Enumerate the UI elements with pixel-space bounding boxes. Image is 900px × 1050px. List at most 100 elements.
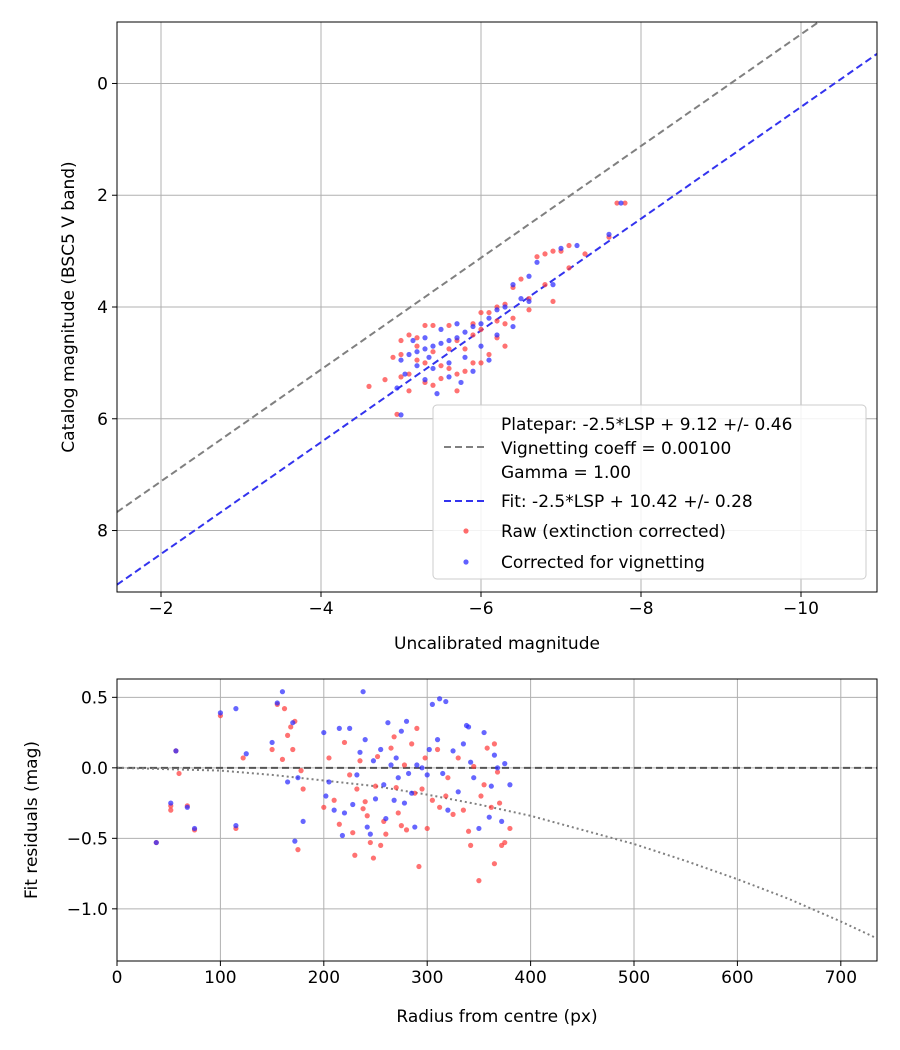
- top-raw-point: [510, 315, 516, 321]
- top-corrected-point: [534, 259, 540, 265]
- bottom-raw-point: [488, 804, 494, 810]
- top-corrected-point: [438, 326, 444, 332]
- top-raw-point: [406, 388, 412, 394]
- bottom-scatter-points: [153, 689, 513, 884]
- bottom-raw-point: [416, 863, 422, 870]
- bottom-y-ticks: 0.5 0.0 −0.5 −1.0: [67, 688, 117, 920]
- top-corrected-point: [446, 374, 452, 380]
- bottom-y-tick-label: −1.0: [67, 900, 108, 920]
- top-corrected-point: [462, 329, 468, 335]
- bottom-corrected-point: [233, 706, 239, 712]
- top-y-tick-label: 0: [97, 74, 108, 94]
- top-corrected-point: [526, 298, 532, 305]
- top-corrected-point: [422, 335, 428, 341]
- bottom-corrected-point: [393, 755, 399, 761]
- bottom-raw-point: [455, 755, 461, 761]
- bottom-corrected-point: [217, 710, 224, 716]
- bottom-corrected-point: [445, 807, 451, 813]
- bottom-corrected-point: [184, 804, 190, 810]
- legend-corrected-marker: [463, 559, 469, 565]
- top-raw-point: [470, 332, 476, 338]
- bottom-raw-point: [295, 847, 301, 853]
- bottom-corrected-point: [372, 796, 379, 802]
- bottom-corrected-point: [285, 779, 291, 785]
- top-raw-point: [446, 322, 452, 329]
- top-corrected-point: [574, 242, 580, 249]
- top-raw-point: [454, 388, 460, 394]
- top-raw-point: [478, 326, 484, 332]
- top-raw-point: [542, 251, 548, 257]
- bottom-corrected-point: [367, 831, 373, 837]
- top-raw-point: [366, 383, 372, 389]
- bottom-raw-point: [372, 783, 379, 789]
- top-raw-point: [414, 343, 420, 349]
- top-corrected-point: [486, 315, 492, 321]
- bottom-corrected-point: [354, 772, 360, 778]
- bottom-corrected-point: [350, 801, 356, 808]
- bottom-raw-point: [370, 855, 377, 861]
- bottom-corrected-point: [243, 751, 249, 757]
- top-corrected-point: [422, 377, 428, 383]
- bottom-x-tick-label: 700: [825, 968, 857, 988]
- bottom-raw-point: [491, 861, 498, 867]
- top-corrected-point: [494, 332, 500, 338]
- bottom-corrected-point: [370, 758, 377, 764]
- bottom-raw-point: [484, 745, 490, 751]
- bottom-raw-point: [395, 810, 401, 816]
- top-x-tick-label: −4: [308, 599, 333, 619]
- top-corrected-point: [518, 296, 524, 302]
- top-corrected-point: [430, 343, 436, 349]
- top-raw-point: [566, 265, 572, 271]
- bottom-raw-point: [414, 725, 420, 731]
- bottom-raw-point: [240, 755, 246, 761]
- bottom-corrected-point: [321, 729, 327, 736]
- top-raw-point: [542, 282, 548, 288]
- platepar-line: [117, 22, 821, 513]
- bottom-raw-point: [176, 770, 182, 777]
- top-raw-point: [486, 309, 492, 316]
- top-raw-point: [438, 375, 444, 382]
- bottom-x-tick-label: 0: [112, 968, 123, 988]
- top-raw-point: [582, 251, 588, 257]
- top-raw-point: [566, 242, 572, 249]
- bottom-corrected-point: [391, 797, 397, 803]
- bottom-raw-point: [281, 706, 288, 712]
- bottom-corrected-point: [173, 748, 179, 754]
- top-raw-point: [462, 346, 468, 352]
- top-raw-point: [422, 322, 428, 329]
- top-raw-point: [470, 360, 476, 366]
- top-raw-point: [478, 309, 484, 316]
- bottom-raw-point: [357, 758, 363, 764]
- bottom-raw-point: [468, 842, 474, 848]
- top-scatter-points: [366, 200, 628, 418]
- top-corrected-point: [398, 412, 404, 418]
- bottom-x-tick-label: 200: [308, 968, 340, 988]
- bottom-corrected-point: [465, 724, 472, 730]
- bottom-y-tick-label: 0.0: [81, 759, 108, 779]
- top-y-ticks: 0 2 4 6 8: [97, 74, 117, 542]
- legend-platepar-label-3: Gamma = 1.00: [501, 463, 631, 483]
- bottom-raw-point: [360, 806, 366, 812]
- bottom-raw-point: [290, 746, 296, 753]
- legend-box: [432, 404, 867, 580]
- top-raw-point: [614, 200, 620, 206]
- top-y-axis-label: Catalog magnitude (BSC5 V band): [59, 161, 79, 452]
- top-raw-point: [518, 276, 524, 282]
- bottom-raw-point: [434, 746, 441, 753]
- bottom-raw-point: [437, 804, 443, 810]
- top-corrected-point: [446, 337, 452, 344]
- bottom-raw-point: [507, 825, 513, 832]
- bottom-x-tick-label: 100: [204, 968, 236, 988]
- top-raw-point: [550, 248, 556, 254]
- bottom-y-tick-label: 0.5: [81, 688, 108, 708]
- bottom-corrected-point: [357, 749, 363, 755]
- bottom-raw-point: [288, 724, 294, 730]
- top-raw-point: [502, 343, 508, 349]
- top-corrected-point: [438, 340, 444, 346]
- bottom-corrected-point: [419, 765, 425, 771]
- top-panel: −2 −4 −6 −8 −10 0 2 4 6 8 Uncalibrated magnitude…: [59, 21, 878, 654]
- bottom-raw-point: [424, 825, 430, 832]
- top-corrected-point: [422, 346, 428, 352]
- top-corrected-point: [526, 273, 532, 279]
